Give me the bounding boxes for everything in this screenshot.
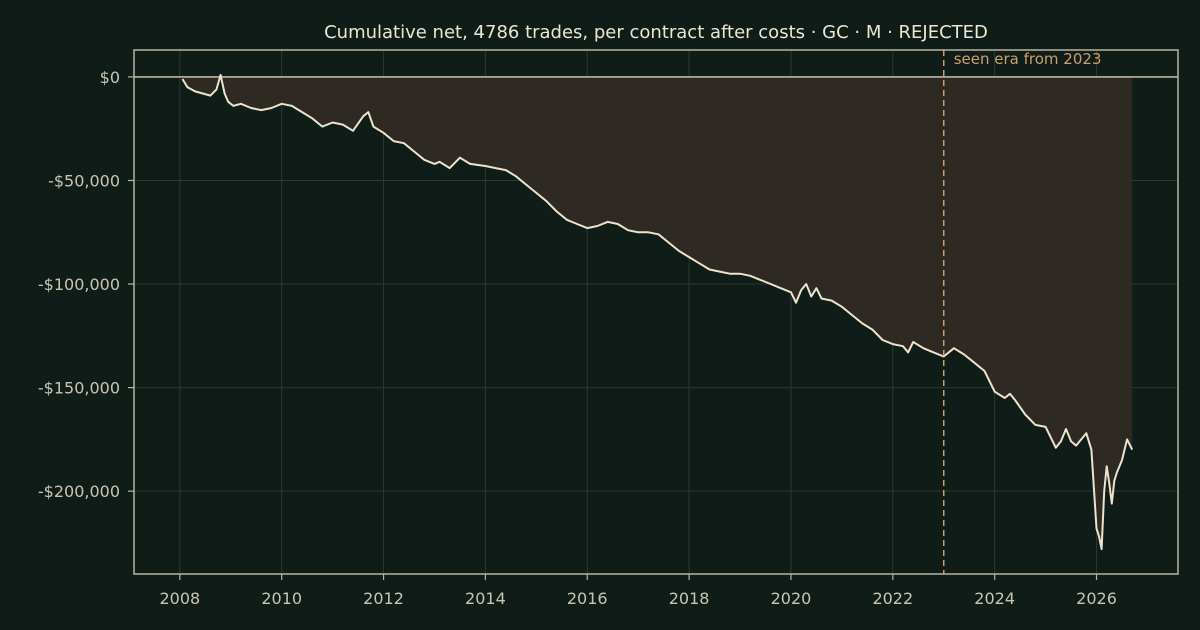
x-tick-label: 2014 xyxy=(465,589,506,608)
chart-title: Cumulative net, 4786 trades, per contrac… xyxy=(324,22,988,43)
x-tick-label: 2026 xyxy=(1076,589,1117,608)
y-tick-label: -$150,000 xyxy=(38,379,120,398)
x-tick-label: 2012 xyxy=(363,589,404,608)
y-tick-label: $0 xyxy=(100,68,120,87)
x-tick-label: 2010 xyxy=(261,589,302,608)
x-tick-label: 2022 xyxy=(872,589,913,608)
era-marker: seen era from 2023 xyxy=(942,50,1102,574)
equity-area xyxy=(134,74,1178,550)
x-tick-label: 2008 xyxy=(159,589,200,608)
drawdown-fill xyxy=(182,74,1133,550)
equity-line xyxy=(181,73,1134,551)
x-axis-ticks: 2008 2010 2012 2014 2016 2018 2020 2022 2024 2026 xyxy=(159,574,1117,608)
equity-curve xyxy=(181,73,1134,551)
y-tick-label: -$100,000 xyxy=(38,275,120,294)
era-marker-label: seen era from 2023 xyxy=(954,50,1102,68)
x-tick-label: 2024 xyxy=(974,589,1015,608)
x-tick-label: 2016 xyxy=(567,589,608,608)
x-tick-label: 2020 xyxy=(771,589,812,608)
y-tick-label: -$50,000 xyxy=(48,171,120,190)
x-tick-label: 2018 xyxy=(669,589,710,608)
y-axis-ticks: $0 -$50,000 -$100,000 -$150,000 -$200,000 xyxy=(38,68,134,501)
y-tick-label: -$200,000 xyxy=(38,482,120,501)
plot-frame xyxy=(133,49,1179,575)
